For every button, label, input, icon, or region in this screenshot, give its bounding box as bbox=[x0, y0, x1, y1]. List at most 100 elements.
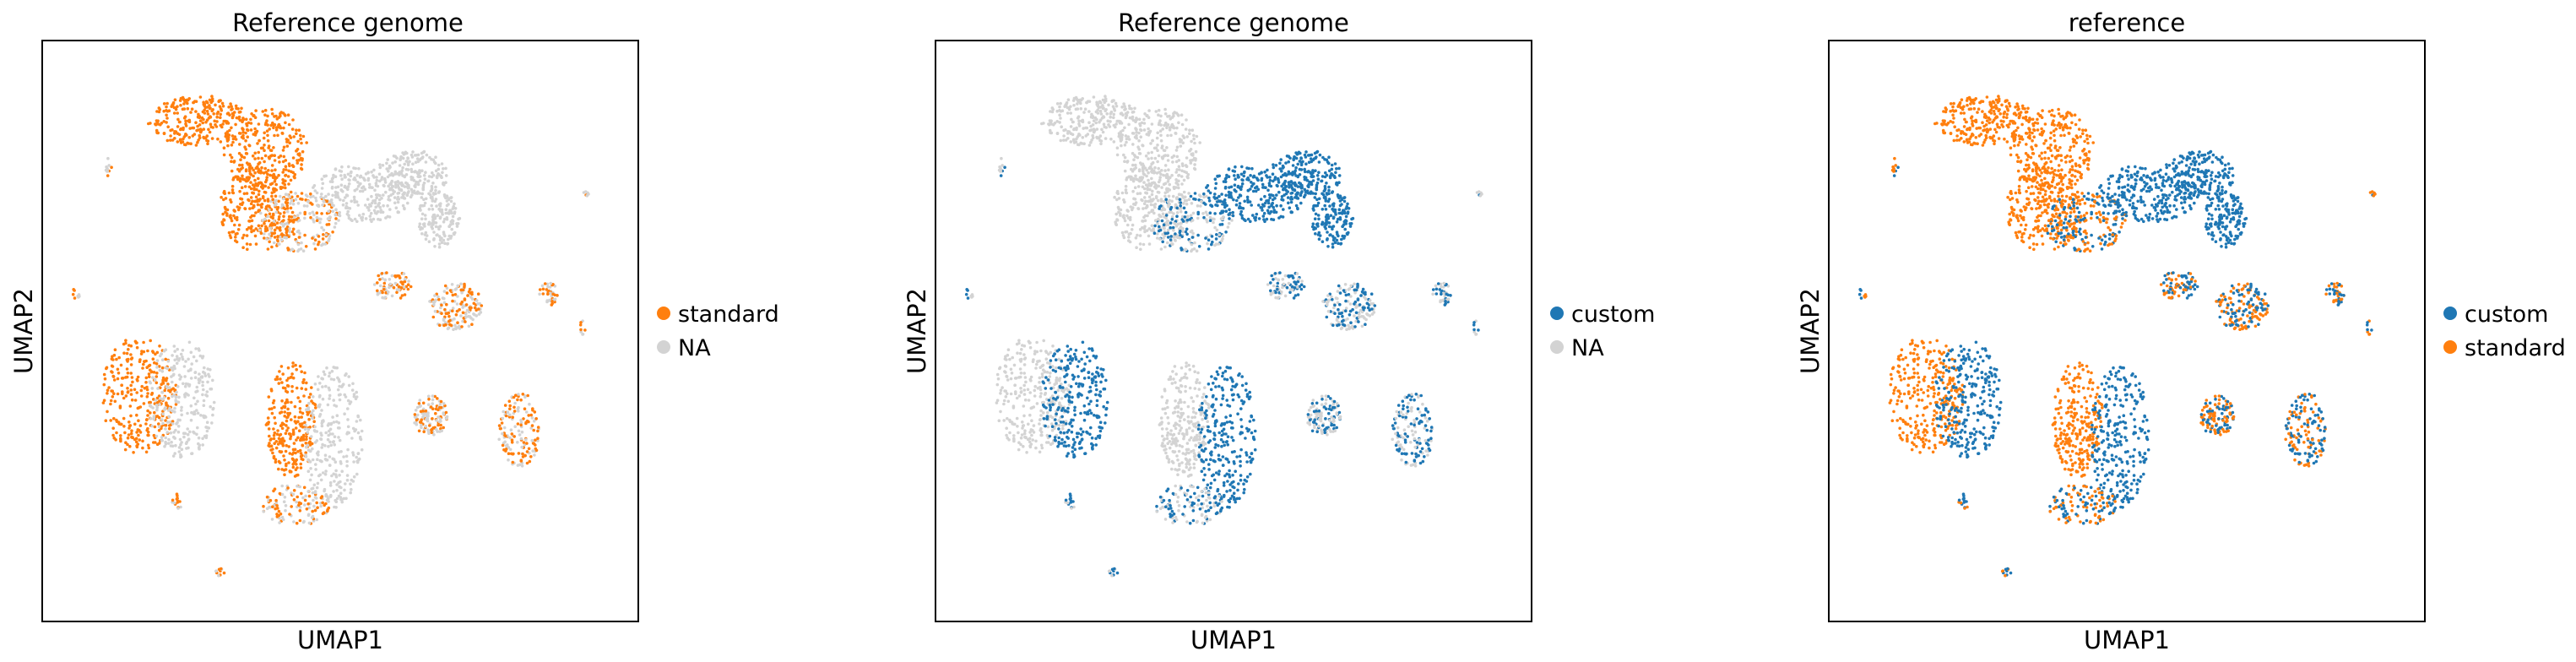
scatter-point bbox=[304, 445, 308, 449]
scatter-point bbox=[1327, 155, 1331, 159]
scatter-point bbox=[1205, 186, 1208, 189]
scatter-point bbox=[1169, 205, 1174, 209]
scatter-point bbox=[1169, 133, 1173, 138]
scatter-point bbox=[1129, 205, 1133, 209]
scatter-point bbox=[116, 377, 120, 381]
scatter-point bbox=[260, 156, 264, 160]
scatter-point bbox=[345, 459, 349, 464]
scatter-point bbox=[1243, 199, 1246, 203]
scatter-point bbox=[289, 178, 293, 182]
scatter-point bbox=[1157, 108, 1161, 112]
scatter-point bbox=[529, 426, 533, 430]
scatter-point bbox=[529, 455, 533, 459]
scatter-point bbox=[160, 370, 165, 373]
scatter-point bbox=[1223, 177, 1228, 181]
scatter-point bbox=[1327, 185, 1331, 189]
scatter-point bbox=[168, 386, 171, 389]
scatter-point bbox=[170, 388, 173, 392]
scatter-point bbox=[417, 402, 421, 405]
scatter-point bbox=[1157, 229, 1161, 233]
scatter-point bbox=[1296, 162, 1299, 166]
scatter-point bbox=[281, 149, 285, 152]
scatter-point bbox=[1279, 158, 1283, 161]
scatter-point bbox=[314, 406, 317, 410]
scatter-point bbox=[346, 399, 350, 403]
scatter-point bbox=[502, 410, 505, 414]
scatter-point bbox=[419, 404, 422, 408]
scatter-point bbox=[307, 441, 311, 445]
scatter-point bbox=[136, 375, 140, 379]
scatter-point bbox=[189, 350, 193, 355]
scatter-point bbox=[370, 194, 373, 198]
scatter-point bbox=[321, 377, 325, 381]
scatter-point bbox=[238, 143, 241, 146]
scatter-point bbox=[1170, 217, 1174, 221]
scatter-point bbox=[1185, 135, 1189, 138]
scatter-point bbox=[1307, 182, 1310, 187]
scatter-point bbox=[1035, 362, 1039, 366]
scatter-point bbox=[447, 237, 450, 241]
scatter-point bbox=[295, 463, 298, 466]
scatter-point bbox=[1287, 160, 1290, 164]
scatter-point bbox=[282, 197, 285, 201]
scatter-point bbox=[480, 304, 484, 307]
scatter-point bbox=[303, 498, 307, 502]
scatter-point bbox=[1206, 241, 1209, 246]
scatter-point bbox=[409, 177, 414, 182]
scatter-point bbox=[167, 426, 171, 431]
scatter-point bbox=[285, 138, 289, 141]
scatter-point bbox=[225, 208, 230, 212]
scatter-point bbox=[324, 431, 328, 435]
scatter-point bbox=[1077, 119, 1081, 123]
scatter-point bbox=[372, 209, 377, 213]
scatter-point bbox=[1333, 162, 1337, 166]
scatter-point bbox=[1346, 232, 1349, 236]
scatter-point bbox=[352, 393, 356, 396]
scatter-point bbox=[249, 128, 253, 132]
scatter-point bbox=[446, 327, 450, 331]
scatter-point bbox=[270, 194, 274, 198]
scatter-point bbox=[284, 121, 287, 125]
scatter-point bbox=[207, 372, 210, 377]
scatter-point bbox=[161, 421, 165, 426]
scatter-point bbox=[1142, 187, 1147, 191]
scatter-point bbox=[219, 112, 223, 117]
scatter-point bbox=[343, 488, 346, 492]
scatter-point bbox=[237, 111, 241, 114]
scatter-point bbox=[427, 175, 431, 178]
scatter-point bbox=[346, 425, 350, 429]
scatter-point bbox=[412, 178, 415, 182]
scatter-point bbox=[149, 404, 153, 409]
scatter-point bbox=[513, 425, 517, 429]
scatter-point bbox=[1174, 149, 1179, 152]
scatter-point bbox=[184, 382, 188, 386]
scatter-point bbox=[179, 442, 182, 447]
scatter-point bbox=[175, 390, 178, 394]
scatter-point bbox=[288, 141, 292, 144]
scatter-point bbox=[1246, 188, 1250, 193]
scatter-point bbox=[1214, 203, 1217, 207]
scatter-point bbox=[1098, 100, 1103, 105]
scatter-point bbox=[214, 103, 217, 107]
scatter-point bbox=[176, 117, 180, 122]
scatter-point bbox=[133, 399, 138, 402]
scatter-point bbox=[294, 421, 298, 425]
scatter-point bbox=[294, 363, 297, 367]
scatter-point bbox=[1326, 237, 1329, 241]
scatter-point bbox=[320, 193, 323, 196]
scatter-point bbox=[272, 427, 275, 431]
scatter-point bbox=[548, 291, 552, 296]
scatter-point bbox=[442, 402, 446, 405]
scatter-point bbox=[1072, 138, 1076, 142]
scatter-point bbox=[301, 249, 306, 253]
scatter-point bbox=[1096, 136, 1099, 140]
scatter-point bbox=[531, 442, 535, 445]
scatter-point bbox=[291, 202, 296, 206]
scatter-point bbox=[420, 169, 424, 172]
scatter-point bbox=[323, 444, 327, 448]
scatter-point bbox=[272, 187, 275, 191]
scatter-point bbox=[176, 425, 181, 428]
scatter-point bbox=[209, 387, 214, 391]
scatter-point bbox=[266, 133, 269, 138]
scatter-point bbox=[1342, 223, 1346, 226]
